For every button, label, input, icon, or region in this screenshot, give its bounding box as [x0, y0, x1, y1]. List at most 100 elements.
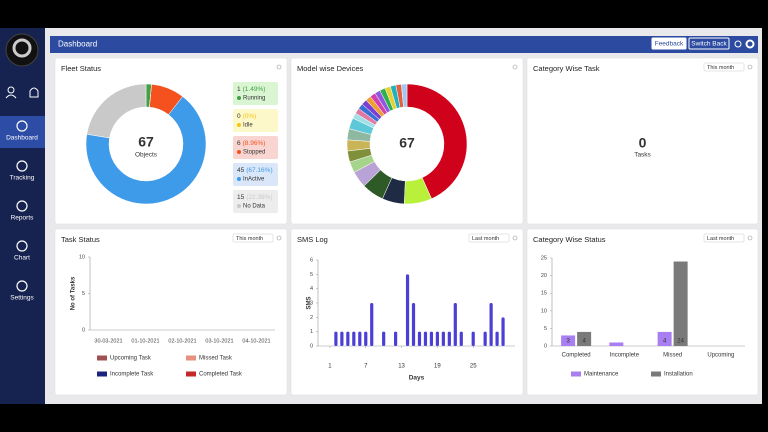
bar [340, 331, 344, 346]
legend-box[interactable] [233, 82, 278, 105]
bar [483, 331, 487, 346]
header-button[interactable] [688, 37, 730, 50]
bar [453, 303, 457, 346]
bar [382, 331, 386, 346]
bar [346, 331, 350, 346]
y-tick-label: 25 [541, 255, 547, 261]
sidebar-label[interactable]: Dashboard [6, 135, 38, 142]
header-button-label[interactable]: Feedback [655, 41, 684, 48]
x-tick-label: 03-10-2021 [205, 338, 233, 344]
legend-label[interactable]: Maintenance [584, 372, 619, 378]
filter-dropdown[interactable] [703, 62, 745, 72]
x-tick-label: Incomplete [610, 353, 640, 359]
center-label: Tasks [634, 152, 651, 159]
donut-slice [85, 96, 207, 205]
legend-dot [237, 177, 241, 181]
legend-dot [237, 204, 241, 208]
pin-icon[interactable] [512, 64, 518, 70]
y-tick-label: 4 [310, 286, 313, 292]
legend-label: No Data [243, 204, 266, 210]
bar [352, 331, 356, 346]
filter-label[interactable]: This month [707, 65, 734, 71]
bell-icon[interactable] [29, 87, 39, 98]
filter-dropdown[interactable] [232, 233, 274, 243]
filter-dropdown[interactable] [468, 233, 510, 243]
bar [489, 303, 493, 346]
settings-icon[interactable] [745, 39, 755, 49]
legend-label[interactable]: Installation [664, 372, 693, 378]
sidebar-label[interactable]: Reports [11, 215, 35, 222]
x-tick-label: Missed [663, 353, 682, 359]
legend-value: 15 (22.39%) [237, 194, 273, 201]
donut-slice [401, 83, 408, 108]
sidebar-label[interactable]: Tracking [10, 175, 35, 182]
bar [405, 274, 410, 346]
legend-box[interactable] [233, 163, 278, 186]
bar [394, 331, 398, 346]
legend-label: Stopped [243, 150, 265, 156]
legend-label: Idle [243, 123, 253, 129]
center-value: 67 [138, 134, 154, 150]
legend-label[interactable]: Upcoming Task [110, 356, 152, 362]
x-tick-label: 04-10-2021 [242, 338, 270, 344]
center-value: 67 [399, 135, 415, 151]
legend-box[interactable] [233, 109, 278, 132]
legend-box[interactable] [233, 136, 278, 159]
legend-label: Running [243, 96, 265, 102]
bar [441, 331, 445, 346]
bar [358, 331, 362, 346]
filter-label[interactable]: Last month [707, 236, 734, 242]
legend-label[interactable]: Completed Task [199, 372, 243, 378]
pin-icon[interactable] [747, 235, 753, 241]
value-label: 24 [677, 339, 684, 345]
legend-value: 1 (1.49%) [237, 86, 265, 93]
filter-label[interactable]: This month [236, 236, 263, 242]
bar [495, 331, 499, 346]
legend-value: 45 (67.16%) [237, 167, 273, 174]
panel-title: Task Status [61, 235, 100, 244]
header-button-label[interactable]: Switch Back [691, 41, 727, 48]
bar [577, 331, 592, 346]
sidebar-icon [16, 160, 28, 172]
sidebar-icon [16, 240, 28, 252]
x-tick-label: Completed [562, 353, 591, 359]
pin-icon[interactable] [747, 64, 753, 70]
center-label: Objects [135, 152, 158, 159]
legend-label[interactable]: Missed Task [199, 356, 233, 362]
x-tick-label: 13 [398, 364, 405, 370]
legend-box[interactable] [233, 190, 278, 213]
y-tick-label: 15 [541, 291, 547, 297]
user-icon-body [5, 94, 17, 99]
bar [435, 331, 439, 346]
legend-percent: (67.16%) [246, 167, 272, 174]
bar [471, 331, 475, 346]
legend-label[interactable]: Incomplete Task [110, 372, 154, 378]
pin-icon[interactable] [512, 235, 518, 241]
filter-dropdown[interactable] [703, 233, 745, 243]
bar [501, 317, 505, 346]
pin-icon[interactable] [276, 64, 282, 70]
y-axis-label: No of Tasks [71, 276, 77, 310]
panel-title: Model wise Devices [297, 64, 364, 73]
y-tick-label: 10 [79, 254, 85, 260]
legend-count: 45 [237, 167, 245, 174]
panel [526, 228, 759, 396]
header-button[interactable] [651, 37, 687, 50]
value-label: 4 [582, 339, 586, 345]
x-tick-label: 02-10-2021 [168, 338, 196, 344]
filter-icon[interactable] [734, 40, 742, 48]
panel-title: Category Wise Status [533, 235, 606, 244]
legend-dot [237, 150, 241, 154]
pin-icon[interactable] [276, 235, 282, 241]
x-tick-label: 1 [328, 364, 332, 370]
sidebar-label[interactable]: Chart [14, 255, 30, 262]
sidebar-label[interactable]: Settings [10, 295, 34, 302]
panel-title: Category Wise Task [533, 64, 600, 73]
legend-count: 6 [237, 140, 241, 147]
user-icon[interactable] [7, 86, 15, 94]
legend-swatch [97, 371, 107, 377]
filter-label[interactable]: Last month [472, 236, 499, 242]
legend-percent: (22.39%) [246, 194, 272, 201]
y-tick-label: 5 [544, 326, 547, 332]
